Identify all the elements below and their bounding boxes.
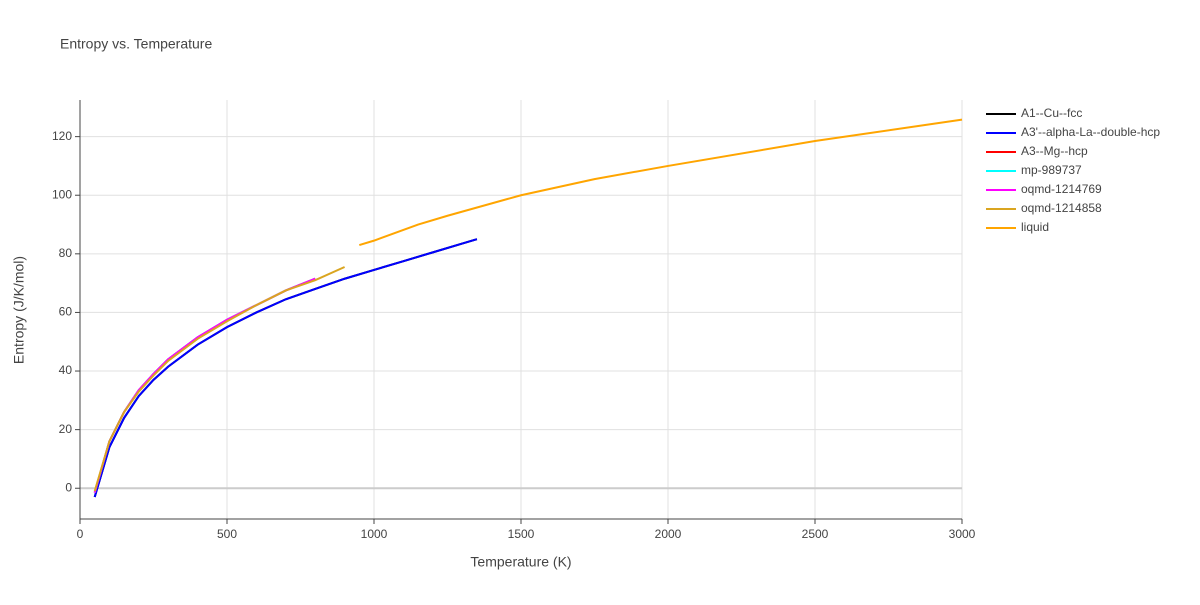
series-line <box>93 277 316 493</box>
series-line <box>93 277 316 493</box>
legend-label: oqmd-1214769 <box>1021 182 1102 196</box>
series-line <box>93 238 478 498</box>
x-tick-label: 2000 <box>655 527 682 541</box>
x-tick-label: 3000 <box>949 527 976 541</box>
legend-label: A3--Mg--hcp <box>1021 144 1088 158</box>
y-axis-label: Entropy (J/K/mol) <box>11 256 27 364</box>
x-axis-label: Temperature (K) <box>470 554 571 570</box>
x-tick-label: 500 <box>217 527 237 541</box>
series-line <box>93 277 316 493</box>
y-tick-label: 80 <box>59 246 73 260</box>
x-tick-label: 2500 <box>802 527 829 541</box>
y-tick-label: 0 <box>65 480 72 494</box>
chart-title: Entropy vs. Temperature <box>60 36 212 52</box>
y-tick-label: 60 <box>59 305 73 319</box>
y-tick-label: 40 <box>59 363 73 377</box>
series-line <box>93 266 346 492</box>
y-tick-label: 100 <box>52 187 72 201</box>
legend-label: A3'--alpha-La--double-hcp <box>1021 125 1160 139</box>
legend-label: liquid <box>1021 220 1049 234</box>
legend-label: A1--Cu--fcc <box>1021 106 1082 120</box>
y-tick-label: 120 <box>52 129 72 143</box>
legend-label: oqmd-1214858 <box>1021 201 1102 215</box>
x-tick-label: 0 <box>77 527 84 541</box>
y-tick-label: 20 <box>59 422 73 436</box>
series-line <box>93 238 478 498</box>
x-tick-label: 1000 <box>361 527 388 541</box>
x-tick-label: 1500 <box>508 527 535 541</box>
legend-label: mp-989737 <box>1021 163 1082 177</box>
series-line <box>359 118 963 246</box>
